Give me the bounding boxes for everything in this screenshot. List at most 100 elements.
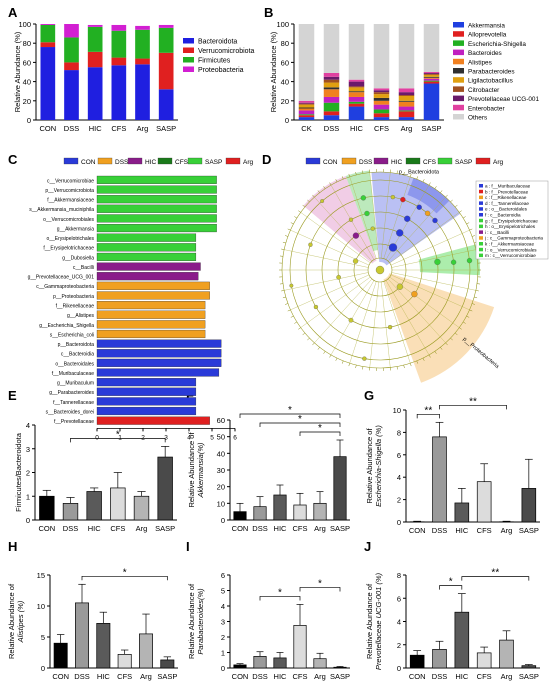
x-tick-label: SASP: [330, 672, 350, 681]
lda-bar-label: o__Erysipelotrichales: [46, 236, 94, 242]
bar-segment: [64, 37, 79, 63]
bar-segment: [398, 106, 415, 111]
y-tick-label: 1: [221, 649, 225, 658]
lda-bar-label: o__Verrucomicrobiales: [43, 217, 94, 223]
bar-segment: [398, 92, 415, 96]
bar: [233, 511, 247, 521]
leaf-tick: [469, 309, 473, 312]
significance-label: *: [318, 578, 322, 589]
legend-swatch: [97, 157, 113, 165]
x-tick-label: Arg: [501, 672, 513, 681]
leaf-tick: [362, 170, 364, 174]
lda-bar-label: g__Escherichia_Shigella: [39, 323, 94, 329]
leaf-tick: [434, 186, 437, 189]
lda-bar: [96, 368, 220, 377]
bar-segment: [423, 73, 440, 75]
cladogram-node: [416, 204, 422, 210]
x-tick-label: HIC: [274, 524, 288, 533]
leaf-tick: [287, 309, 291, 312]
leaf-tick: [312, 194, 315, 198]
lda-bar-label: f__Erysipelotrichaceae: [43, 246, 94, 252]
key-label: f : c__Bacteroidia: [485, 213, 521, 218]
y-tick-label: 40: [217, 449, 225, 458]
y-tick-label: 80: [281, 39, 289, 48]
significance-bracket: [239, 413, 341, 418]
bar: [273, 494, 287, 521]
y-axis-label-line2: Alistipes (%): [16, 600, 25, 643]
cladogram-node: [352, 232, 360, 239]
lda-bar-label: g__Akkermansia: [57, 226, 94, 232]
key-label: h : o__Erysipelotrichales: [485, 224, 536, 229]
x-tick-label: 3: [164, 434, 168, 441]
leaf-tick: [298, 327, 301, 330]
legend-swatch: [183, 66, 194, 72]
bar: [139, 633, 153, 669]
lda-bar-label: c__Bacilli: [73, 265, 94, 271]
bar-segment: [373, 88, 390, 91]
significance-bracket: [70, 438, 166, 443]
leaf-tick: [459, 210, 462, 213]
y-tick-label: 3: [26, 445, 30, 454]
leaf-tick: [403, 171, 405, 175]
lda-bar: [96, 378, 197, 387]
leaf-tick: [445, 342, 448, 346]
bar-segment: [423, 78, 440, 81]
leaf-tick: [323, 351, 326, 354]
panel-b-stacked-bar-chart: 0 20 40 60 80 100 CK DSS HIC CFS Arg SASP Relative A…: [269, 20, 539, 133]
legend-swatch: [157, 157, 173, 165]
bar-segment: [87, 26, 103, 52]
cladogram-node: [362, 356, 367, 361]
y-axis-label-line2: Parabacteroides(%): [196, 588, 205, 655]
cladogram-node: [308, 242, 313, 247]
cladogram-node: [336, 274, 341, 280]
bar-segment: [398, 95, 415, 96]
leaf-tick: [329, 182, 332, 186]
panel-i-bar-chart: 0 1 2 3 4 5 6 CON DSS HIC CFS Arg SASP * * Relative Abu…: [187, 571, 350, 681]
leaf-tick: [474, 296, 478, 299]
branch: [390, 229, 470, 266]
x-tick-label: DSS: [432, 672, 447, 681]
bar-segment: [348, 103, 365, 107]
y-axis-label: Relative Abundance (%): [13, 31, 22, 112]
cladogram-node: [320, 199, 325, 204]
y-tick-label: 10: [393, 406, 401, 415]
legend-swatch: [453, 22, 464, 28]
x-tick-label: 4: [187, 434, 191, 441]
leaf-tick: [335, 357, 338, 361]
panel-letter-h: H: [8, 539, 17, 554]
y-axis-label-line1: Relative Abundance of: [365, 428, 374, 504]
legend-label: Bacteroidota: [198, 39, 237, 46]
y-tick-label: 0: [41, 664, 45, 673]
cladogram-node: [375, 265, 385, 275]
branch: [383, 281, 411, 364]
cladogram-node: [400, 196, 406, 203]
x-tick-label: DSS: [74, 672, 89, 681]
bar-segment: [398, 24, 415, 89]
leaf-tick: [294, 321, 298, 324]
legend-label: SASP: [455, 159, 472, 166]
bar-segment: [323, 102, 340, 112]
cladogram-node: [348, 317, 354, 323]
leaf-tick: [422, 179, 425, 183]
key-label: c : f__Rikenellaceae: [485, 195, 527, 200]
cladogram-node: [388, 243, 398, 252]
branch: [389, 212, 460, 264]
y-axis-label-line2: Akkermansia(%): [196, 442, 205, 499]
legend-label: CFS: [423, 159, 437, 166]
x-tick-label: CFS: [111, 124, 126, 133]
y-tick-label: 0: [221, 516, 225, 525]
branch: [330, 185, 375, 260]
legend-swatch: [437, 157, 453, 165]
x-tick-label: Arg: [314, 672, 326, 681]
lda-bar: [96, 301, 206, 310]
x-tick-label: SASP: [519, 526, 539, 535]
x-tick-label: DSS: [252, 672, 267, 681]
bar-segment: [323, 96, 340, 103]
legend-label: Verrucomicrobiota: [198, 48, 255, 55]
bar-segment: [158, 27, 174, 53]
x-tick-label: DSS: [64, 124, 79, 133]
bar-segment: [348, 86, 365, 88]
bar-segment: [298, 114, 315, 116]
leaf-tick: [307, 337, 310, 341]
lda-bar: [96, 329, 206, 339]
